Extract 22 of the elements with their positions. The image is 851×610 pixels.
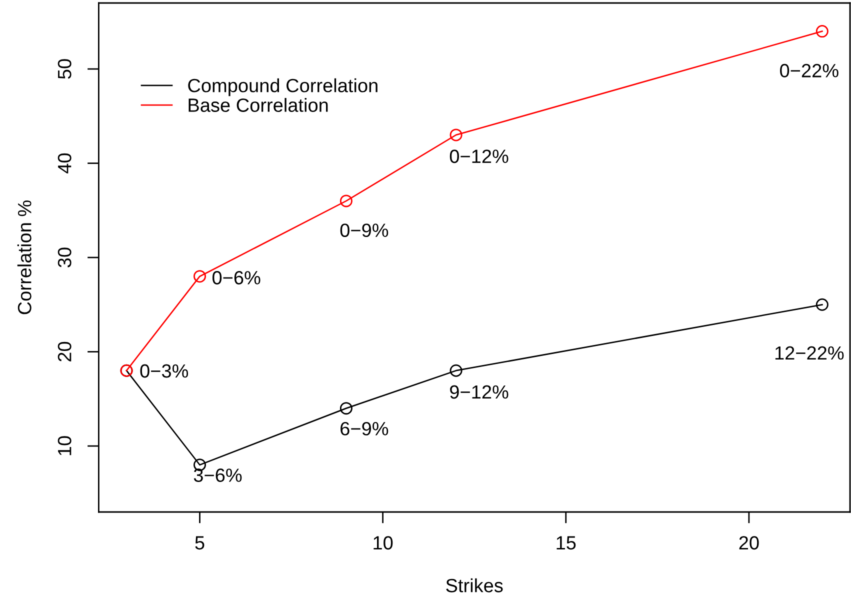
x-tick-label: 20 — [739, 536, 759, 550]
annotation: 12−22% — [775, 346, 844, 360]
x-tick-label: 15 — [556, 536, 576, 550]
annotation: 3−6% — [194, 468, 242, 482]
annotation: 0−9% — [340, 224, 388, 238]
annotation: 9−12% — [450, 385, 508, 399]
y-tick-label: 50 — [58, 59, 72, 79]
x-axis-title: Strikes — [446, 578, 503, 592]
y-tick-label: 20 — [58, 342, 72, 362]
y-tick-label: 30 — [58, 248, 72, 268]
x-tick-label: 10 — [374, 536, 393, 550]
annotation: 6−9% — [340, 422, 388, 436]
y-axis-title: Correlation % — [17, 200, 32, 314]
annotation: 0−22% — [780, 64, 838, 78]
annotation: 0−12% — [450, 150, 508, 164]
x-tick-label: 5 — [195, 536, 204, 550]
annotation: 0−3% — [140, 364, 188, 378]
legend-label: Compound Correlation — [188, 78, 378, 96]
annotation: 0−6% — [212, 270, 260, 284]
y-tick-label: 10 — [58, 436, 72, 456]
legend-label: Base Correlation — [188, 98, 328, 112]
y-tick-label: 40 — [58, 153, 72, 174]
